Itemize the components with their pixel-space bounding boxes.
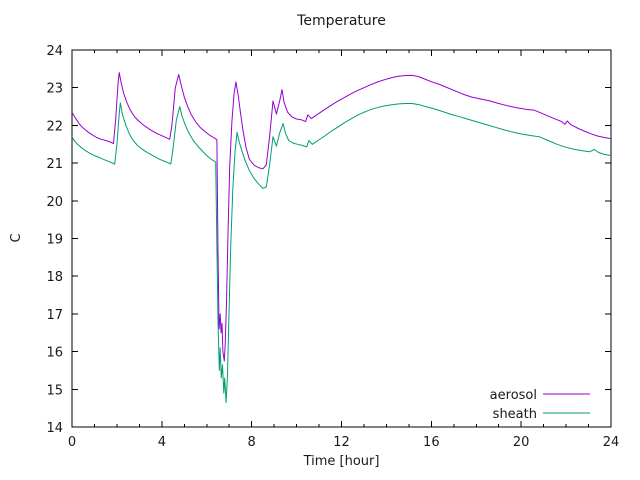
x-tick-label: 8 <box>248 435 256 450</box>
y-tick-label: 19 <box>46 233 63 248</box>
legend-label-sheath: sheath <box>493 407 537 422</box>
y-tick-label: 22 <box>46 119 63 134</box>
y-tick-label: 16 <box>46 346 63 361</box>
x-tick-label: 12 <box>333 435 350 450</box>
series-line-aerosol <box>71 72 612 362</box>
y-tick-label: 18 <box>46 270 63 285</box>
y-tick-label: 20 <box>46 195 63 210</box>
plot-frame <box>71 49 612 428</box>
x-tick-label: 24 <box>603 435 620 450</box>
chart-title: Temperature <box>297 13 386 29</box>
x-tick-label: 16 <box>423 435 440 450</box>
x-tick-label: 20 <box>513 435 530 450</box>
x-tick-label: 4 <box>158 435 166 450</box>
x-tick-label: 0 <box>68 435 76 450</box>
y-tick-label: 14 <box>46 421 63 436</box>
y-tick-label: 15 <box>46 383 63 398</box>
series-line-sheath <box>71 102 612 403</box>
y-tick-label: 21 <box>46 157 63 172</box>
y-tick-label: 17 <box>46 308 63 323</box>
legend-label-aerosol: aerosol <box>490 388 537 403</box>
x-axis-label: Time [hour] <box>303 454 380 469</box>
y-tick-label: 23 <box>46 82 63 97</box>
y-tick-label: 24 <box>46 44 63 59</box>
